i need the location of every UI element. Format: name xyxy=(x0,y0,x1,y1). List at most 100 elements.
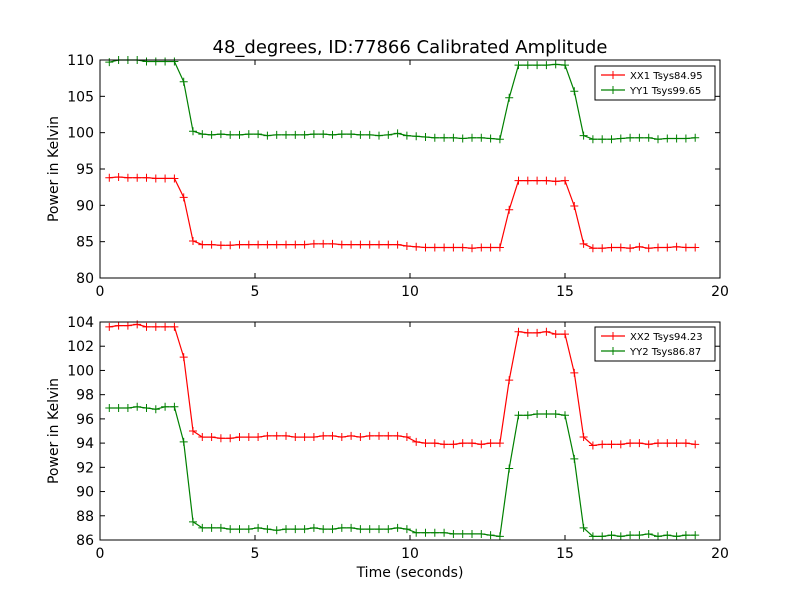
data-point xyxy=(272,130,281,139)
legend-entry-label: YY2 Tsys86.87 xyxy=(629,347,701,358)
y-tick-label: 110 xyxy=(67,53,94,69)
data-point xyxy=(114,321,123,330)
data-point xyxy=(179,193,188,202)
data-point xyxy=(570,454,579,463)
data-point xyxy=(161,174,170,183)
data-point xyxy=(663,439,672,448)
data-point xyxy=(272,526,281,535)
y-tick-label: 90 xyxy=(76,198,94,214)
data-point xyxy=(505,205,514,214)
data-point xyxy=(421,243,430,252)
data-point xyxy=(235,130,244,139)
data-point xyxy=(654,135,662,144)
data-point xyxy=(226,130,235,139)
data-point xyxy=(291,240,300,249)
data-point xyxy=(412,437,421,446)
data-point xyxy=(607,531,616,540)
data-point xyxy=(365,240,374,249)
data-point xyxy=(207,240,216,249)
data-point xyxy=(468,529,476,538)
x-axis-label: Time (seconds) xyxy=(356,565,464,581)
data-point xyxy=(672,439,681,448)
top-plot: Power in Kelvin 0 5 10 15 20 80 85 90 95 100 105 110… xyxy=(46,53,729,300)
data-point xyxy=(681,243,690,252)
data-point xyxy=(607,243,616,252)
data-point xyxy=(402,525,411,534)
data-point xyxy=(226,434,235,443)
x-tick-label: 20 xyxy=(711,284,729,300)
data-point xyxy=(170,402,179,411)
bottom-plot: Power in Kelvin 0 5 10 15 20 86 88 90 92 94 96 98 100… xyxy=(46,315,729,562)
data-point xyxy=(402,242,411,251)
data-point xyxy=(254,433,263,442)
data-point xyxy=(365,431,374,440)
data-point xyxy=(458,529,467,538)
data-point xyxy=(179,77,188,86)
x-tick-label: 5 xyxy=(251,284,260,300)
data-point xyxy=(226,525,235,534)
y-tick-label: 105 xyxy=(67,89,94,105)
data-point xyxy=(170,174,179,183)
data-point xyxy=(198,130,207,139)
data-point xyxy=(319,130,328,139)
data-point xyxy=(579,131,588,140)
data-point xyxy=(272,431,281,440)
data-point xyxy=(468,244,476,253)
data-point xyxy=(654,532,662,541)
legend-box xyxy=(594,65,716,101)
data-point xyxy=(337,523,346,532)
data-point xyxy=(375,240,383,249)
y-tick-label: 86 xyxy=(76,533,94,549)
data-point xyxy=(207,523,216,532)
data-point xyxy=(291,433,300,442)
data-point xyxy=(430,439,439,448)
data-point xyxy=(644,244,653,253)
data-point xyxy=(542,410,551,419)
data-point xyxy=(551,330,560,339)
data-point xyxy=(133,402,142,411)
data-point xyxy=(151,57,160,66)
data-point xyxy=(570,87,579,96)
data-point xyxy=(161,402,170,411)
y-axis-label: Power in Kelvin xyxy=(46,378,62,484)
y-tick-label: 104 xyxy=(67,315,94,331)
data-point xyxy=(561,61,569,70)
data-point xyxy=(272,240,281,249)
data-point xyxy=(161,57,170,66)
data-point xyxy=(179,437,188,446)
data-point xyxy=(523,61,532,70)
data-point xyxy=(495,135,504,144)
data-point xyxy=(356,525,365,534)
data-point xyxy=(579,433,588,442)
data-point xyxy=(384,240,393,249)
data-point xyxy=(244,130,253,139)
data-point xyxy=(570,368,579,377)
series-line xyxy=(109,323,696,447)
data-point xyxy=(654,243,662,252)
data-point xyxy=(486,134,495,143)
data-point xyxy=(142,173,151,182)
data-point xyxy=(282,240,290,249)
data-point xyxy=(263,525,272,534)
data-point xyxy=(300,433,309,442)
data-point xyxy=(254,240,263,249)
data-point xyxy=(691,531,700,540)
data-point xyxy=(644,440,653,449)
data-point xyxy=(198,240,207,249)
data-point xyxy=(198,433,207,442)
legend: XX1 Tsys84.95 YY1 Tsys99.65 xyxy=(594,65,716,101)
data-point xyxy=(440,440,449,449)
data-point xyxy=(384,525,393,534)
data-point xyxy=(337,240,346,249)
y-axis-label: Power in Kelvin xyxy=(46,116,62,222)
data-point xyxy=(505,464,514,473)
data-point xyxy=(616,134,625,143)
data-point xyxy=(570,202,579,211)
data-point xyxy=(347,523,356,532)
data-point xyxy=(365,130,374,139)
data-point xyxy=(300,130,309,139)
plot-frame xyxy=(99,59,721,279)
y-tick-label: 102 xyxy=(67,339,94,355)
data-point xyxy=(644,529,653,538)
